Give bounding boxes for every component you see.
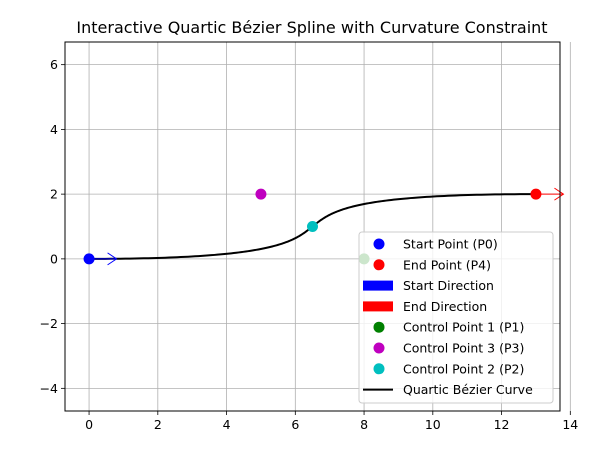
point-marker [530,188,542,200]
legend-patch [363,301,393,312]
x-tick-label: 4 [223,417,231,432]
legend-label: End Direction [403,299,487,314]
y-tick-label: −4 [40,381,58,396]
x-tick-label: 14 [562,417,578,432]
legend-label: Quartic Bézier Curve [403,382,533,397]
legend-marker [373,342,385,354]
direction-arrow-head [554,187,565,201]
y-tick-label: −2 [40,316,58,331]
x-tick-label: 10 [425,417,441,432]
legend-label: Control Point 2 (P2) [403,361,524,376]
y-tick-label: 6 [50,57,58,72]
point-marker [255,188,267,200]
chart-title: Interactive Quartic Bézier Spline with C… [76,18,547,37]
direction-arrow-head [107,252,118,266]
legend-marker [373,363,385,375]
point-marker [83,253,95,265]
legend-marker [373,321,385,333]
legend-marker [373,259,385,271]
y-tick-label: 4 [50,122,58,137]
y-tick-label: 0 [50,251,58,266]
axes-frame [64,41,561,412]
legend-label: Start Point (P0) [403,237,498,252]
legend-box [358,231,554,404]
legend-patch [363,280,393,291]
legend-marker [373,238,385,250]
legend-label: Control Point 1 (P1) [403,320,524,335]
legend-label: Start Direction [403,278,494,293]
y-tick-label: 2 [50,187,58,202]
legend: Start Point (P0) End Point (P4) Start Dire… [358,231,554,404]
point-marker [307,221,318,232]
legend-label: End Point (P4) [403,257,491,272]
x-tick-label: 2 [154,417,162,432]
x-tick-label: 0 [85,417,93,432]
x-tick-label: 12 [494,417,510,432]
legend-label: Control Point 3 (P3) [403,341,524,356]
x-tick-label: 6 [291,417,299,432]
ticks: 0 2 4 6 8 10 12 14 −4 −2 0 2 4 6 [40,57,579,432]
x-tick-label: 8 [360,417,368,432]
